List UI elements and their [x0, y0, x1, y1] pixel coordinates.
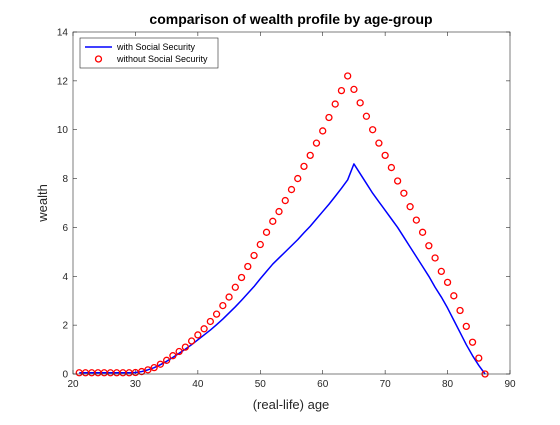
data-point-without-social-security — [393, 177, 402, 185]
data-point-without-social-security — [181, 343, 190, 351]
x-tick-label: 80 — [442, 379, 454, 390]
data-point-without-social-security — [450, 292, 458, 300]
data-point-without-social-security — [406, 203, 414, 211]
data-point-without-social-security — [312, 139, 321, 147]
x-tick-label: 40 — [192, 379, 204, 390]
data-point-without-social-security — [337, 86, 346, 95]
x-tick-label: 70 — [380, 379, 392, 390]
y-tick-label: 6 — [62, 223, 68, 234]
x-axis-label: (real-life) age — [253, 397, 330, 412]
legend-label-without-ss: without Social Security — [116, 54, 208, 64]
data-point-without-social-security — [462, 322, 470, 331]
data-point-without-social-security — [156, 360, 165, 368]
data-point-without-social-security — [306, 151, 314, 160]
data-point-without-social-security — [400, 189, 408, 197]
axis-ticks: 20 30 40 50 60 70 80 90 0 2 4 6 8 10 12 14 — [57, 28, 516, 391]
data-point-without-social-security — [187, 337, 196, 345]
data-point-without-social-security — [162, 356, 171, 364]
x-tick-label: 50 — [255, 379, 267, 390]
data-point-without-social-security — [175, 347, 183, 356]
legend-marker-without-ss — [94, 55, 103, 63]
data-point-without-social-security — [294, 174, 302, 183]
data-point-without-social-security — [200, 325, 208, 333]
y-tick-label: 8 — [62, 174, 68, 185]
data-point-without-social-security — [287, 185, 296, 194]
legend-box — [79, 37, 219, 69]
data-point-without-social-security — [206, 317, 214, 326]
data-point-without-social-security — [344, 72, 352, 80]
data-point-without-social-security — [475, 354, 483, 362]
data-point-without-social-security — [456, 306, 464, 315]
axes-box — [72, 31, 511, 375]
legend-label-with-ss: with Social Security — [116, 42, 196, 52]
data-point-without-social-security — [387, 163, 396, 172]
data-point-without-social-security — [375, 139, 383, 147]
series-line-with-social-security — [79, 163, 486, 375]
data-point-without-social-security — [231, 283, 239, 291]
data-point-without-social-security — [262, 228, 271, 236]
data-point-without-social-security — [300, 162, 308, 171]
data-point-without-social-security — [219, 301, 227, 310]
y-tick-label: 12 — [57, 76, 69, 87]
x-tick-label: 60 — [317, 379, 329, 390]
data-point-without-social-security — [356, 99, 364, 107]
data-point-without-social-security — [150, 363, 158, 372]
data-point-without-social-security — [362, 112, 371, 120]
data-point-without-social-security — [256, 240, 264, 249]
data-point-without-social-security — [412, 216, 421, 224]
data-point-without-social-security — [244, 262, 252, 271]
y-tick-label: 2 — [62, 321, 68, 332]
data-point-without-social-security — [138, 367, 146, 376]
plot-area-background — [73, 32, 510, 374]
data-point-without-social-security — [437, 267, 445, 276]
x-tick-label: 30 — [130, 379, 142, 390]
data-point-without-social-security — [431, 254, 439, 262]
y-axis-label: wealth — [35, 184, 50, 223]
legend: with Social Security without Social Secu… — [79, 37, 219, 69]
series-group — [75, 72, 489, 378]
data-point-without-social-security — [325, 113, 333, 122]
y-tick-label: 4 — [62, 272, 68, 283]
y-tick-label: 10 — [57, 125, 69, 136]
data-point-without-social-security — [212, 310, 221, 318]
data-point-without-social-security — [468, 338, 477, 346]
data-point-without-social-security — [275, 207, 283, 216]
data-point-without-social-security — [281, 196, 289, 205]
data-point-without-social-security — [169, 352, 177, 360]
x-tick-label: 20 — [67, 379, 79, 390]
y-tick-label: 14 — [57, 28, 69, 39]
data-point-without-social-security — [350, 85, 358, 94]
data-point-without-social-security — [443, 278, 452, 287]
chart-title: comparison of wealth profile by age-grou… — [149, 11, 432, 27]
data-point-without-social-security — [269, 217, 277, 225]
data-point-without-social-security — [331, 100, 339, 108]
y-tick-label: 0 — [62, 370, 68, 381]
data-point-without-social-security — [381, 151, 389, 160]
data-point-without-social-security — [319, 127, 327, 135]
x-tick-label: 90 — [504, 379, 516, 390]
data-point-without-social-security — [194, 331, 202, 339]
data-point-without-social-security — [369, 126, 377, 134]
data-point-without-social-security — [250, 251, 258, 260]
data-point-without-social-security — [418, 228, 427, 236]
data-point-without-social-security — [237, 273, 246, 282]
data-point-without-social-security — [144, 366, 152, 374]
data-point-without-social-security — [425, 242, 433, 250]
data-point-without-social-security — [225, 293, 233, 301]
